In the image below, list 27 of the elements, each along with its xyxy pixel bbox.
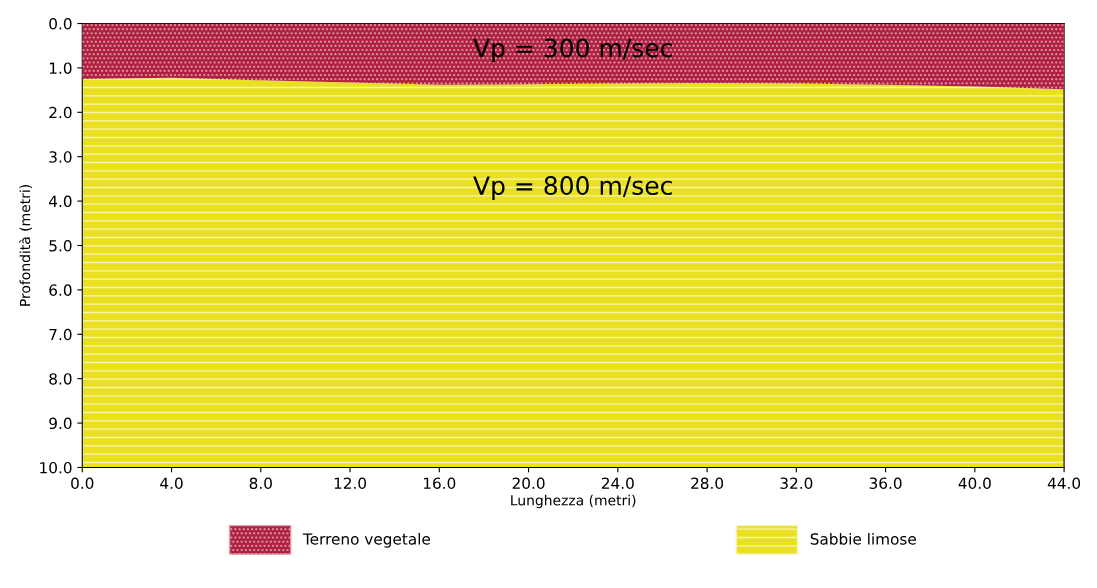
legend-label: Terreno vegetale [302,532,431,548]
x-tick-label: 32.0 [780,477,813,490]
y-tick-label: 7.0 [49,328,72,341]
x-tick-label: 8.0 [249,477,272,490]
x-tick-label: 44.0 [1047,477,1081,490]
x-tick-label: 36.0 [869,477,902,490]
y-tick-label: 4.0 [49,195,72,208]
y-tick-label: 0.0 [49,17,72,30]
y-tick-label: 2.0 [49,106,72,119]
x-tick-label: 24.0 [601,477,634,490]
x-tick-label: 4.0 [160,477,183,490]
x-tick-label: 12.0 [334,477,367,490]
x-tick-label: 20.0 [512,477,545,490]
y-tick-label: 1.0 [49,62,72,74]
legend-label: Sabbie limose [810,532,916,545]
y-tick-label: 5.0 [49,239,72,252]
x-tick-label: 28.0 [691,477,724,490]
x-tick-label: 16.0 [423,477,456,490]
y-tick-label: 3.0 [49,151,72,163]
y-tick-label: 9.0 [49,417,72,430]
x-tick-label: 40.0 [958,477,991,490]
y-tick-label: 10.0 [40,461,72,474]
y-tick-label: 8.0 [49,373,72,385]
x-axis-title: Lunghezza (metri) [511,494,636,509]
y-tick-label: 6.0 [49,284,72,296]
x-tick-label: 0.0 [71,477,94,490]
y-axis-title: Profondità (metri) [18,185,32,306]
